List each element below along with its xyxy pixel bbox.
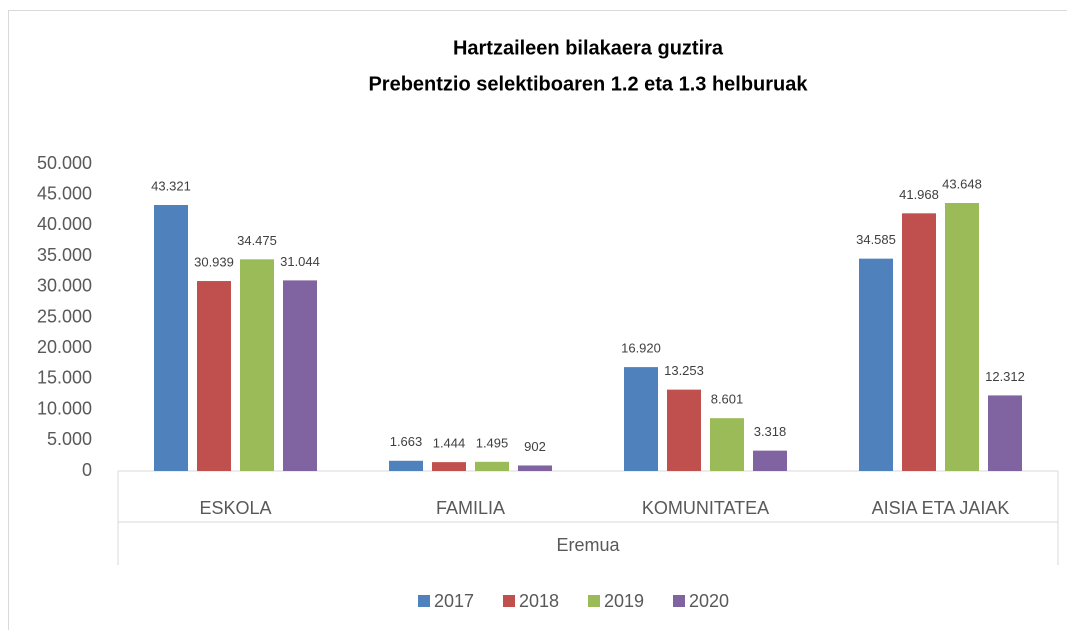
- bar: [710, 418, 744, 471]
- data-label: 902: [524, 439, 546, 454]
- data-label: 30.939: [194, 254, 234, 269]
- data-label: 13.253: [664, 363, 704, 378]
- bar: [283, 280, 317, 471]
- y-tick-label: 45.000: [37, 183, 92, 203]
- legend-swatch: [588, 595, 600, 607]
- bar: [475, 461, 509, 471]
- bar: [753, 450, 787, 471]
- bar: [988, 395, 1022, 471]
- bar: [945, 203, 979, 471]
- legend-label: 2017: [434, 591, 474, 611]
- legend-label: 2018: [519, 591, 559, 611]
- data-label: 16.920: [621, 341, 661, 356]
- y-tick-label: 30.000: [37, 276, 92, 296]
- data-label: 34.585: [856, 232, 896, 247]
- legend-swatch: [418, 595, 430, 607]
- x-tick-label: KOMUNITATEA: [642, 498, 769, 518]
- bar: [240, 259, 274, 471]
- legend-label: 2020: [689, 591, 729, 611]
- y-tick-label: 20.000: [37, 337, 92, 357]
- y-tick-label: 15.000: [37, 368, 92, 388]
- bar: [197, 281, 231, 471]
- bar: [518, 465, 552, 471]
- y-tick-label: 25.000: [37, 306, 92, 326]
- chart-title: Hartzaileen bilakaera guztira: [453, 37, 724, 59]
- y-tick-label: 40.000: [37, 214, 92, 234]
- data-label: 1.444: [433, 436, 466, 451]
- x-tick-label: AISIA ETA JAIAK: [872, 498, 1010, 518]
- legend-swatch: [503, 595, 515, 607]
- legend-swatch: [673, 595, 685, 607]
- legend-label: 2019: [604, 591, 644, 611]
- data-label: 12.312: [985, 369, 1025, 384]
- data-label: 43.321: [151, 178, 191, 193]
- x-tick-label: FAMILIA: [436, 498, 505, 518]
- data-label: 41.968: [899, 187, 939, 202]
- y-tick-label: 50.000: [37, 153, 92, 173]
- y-tick-label: 35.000: [37, 245, 92, 265]
- bar: [902, 213, 936, 472]
- data-label: 1.495: [476, 435, 509, 450]
- y-tick-label: 10.000: [37, 398, 92, 418]
- data-label: 34.475: [237, 233, 277, 248]
- bar: [154, 205, 188, 471]
- bar: [432, 462, 466, 471]
- data-label: 31.044: [280, 254, 320, 269]
- chart-subtitle: Prebentzio selektiboaren 1.2 eta 1.3 hel…: [368, 73, 808, 95]
- data-label: 1.663: [390, 434, 423, 449]
- bar: [667, 389, 701, 471]
- bar: [624, 367, 658, 471]
- x-tick-label: ESKOLA: [199, 498, 271, 518]
- data-label: 8.601: [711, 392, 744, 407]
- chart-border: [8, 10, 1067, 630]
- x-axis-label: Eremua: [556, 535, 620, 555]
- data-label: 3.318: [754, 424, 787, 439]
- bar: [389, 460, 423, 471]
- data-label: 43.648: [942, 176, 982, 191]
- y-tick-label: 0: [82, 460, 92, 480]
- y-tick-label: 5.000: [47, 429, 92, 449]
- bar: [859, 258, 893, 471]
